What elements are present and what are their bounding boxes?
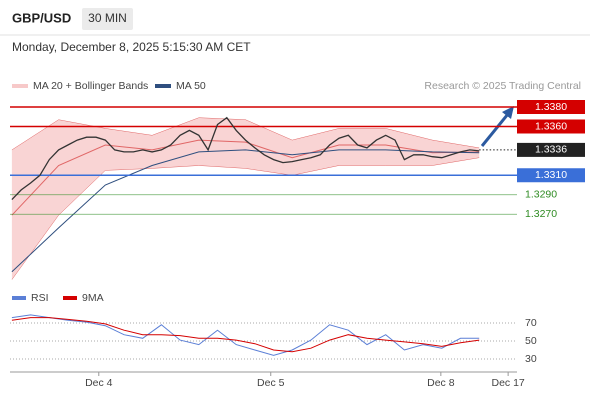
credit: Research © 2025 Trading Central (424, 80, 581, 92)
interval-box (82, 8, 133, 30)
level-box (517, 100, 585, 114)
legend-swatch (155, 84, 171, 88)
band-upper (11, 117, 480, 151)
legend-swatch (12, 84, 28, 88)
level-label: 1.3290 (525, 189, 557, 201)
moving-average (11, 149, 480, 273)
level-label: 1.3310 (535, 169, 567, 181)
forecast-arrowhead (502, 106, 514, 119)
indicator-line (11, 314, 480, 356)
bollinger-band (11, 117, 480, 280)
symbol: GBP/USD (12, 10, 71, 25)
date: Monday, December 8, 2025 5:15:30 AM CET (12, 40, 251, 54)
y-tick-label: 30 (525, 353, 537, 365)
indicator-line (11, 317, 480, 353)
y-tick-label: 50 (525, 335, 537, 347)
level-label: 1.3360 (535, 120, 567, 132)
x-tick-label: Dec 5 (257, 377, 285, 389)
x-tick-label: Dec 4 (85, 377, 113, 389)
legend-label: MA 50 (176, 80, 206, 92)
legend-swatch (63, 296, 77, 300)
forecast-arrow (480, 113, 510, 147)
legend-swatch (12, 296, 26, 300)
y-tick-label: 70 (525, 317, 537, 329)
level-label: 1.3270 (525, 208, 557, 220)
level-label: 1.3336 (535, 144, 567, 156)
legend-label: 9MA (82, 292, 104, 304)
band-lower (11, 157, 480, 280)
moving-average (11, 139, 480, 216)
price-line (11, 116, 480, 201)
level-box (517, 119, 585, 134)
interval: 30 MIN (88, 11, 127, 25)
legend-label: MA 20 + Bollinger Bands (33, 80, 148, 92)
legend-label: RSI (31, 292, 49, 304)
level-box (517, 142, 585, 157)
x-tick-label: Dec 8 (427, 377, 455, 389)
x-tick-label: Dec 17 (491, 377, 524, 389)
level-box (517, 168, 585, 183)
level-label: 1.3380 (535, 101, 567, 113)
